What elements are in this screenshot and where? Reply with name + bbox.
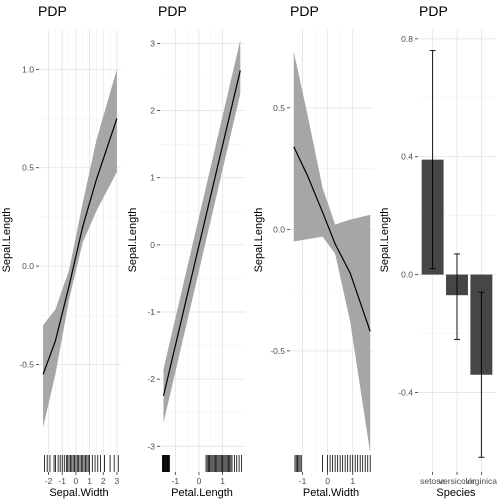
x-tick-label: 0 — [74, 476, 79, 486]
panel-3-title: PDP — [290, 3, 319, 19]
panel-1-title: PDP — [38, 3, 67, 19]
y-tick-label: 0.0 — [22, 261, 34, 271]
x-tick-label: 3 — [115, 476, 120, 486]
y-tick-label: -0.4 — [398, 387, 413, 397]
panel-4-y-axis-label: Sepal.Length — [379, 208, 391, 273]
panel-1-plot-area: -0.5 0.0 0.5 1.0 -2 -1 0 1 2 3 — [19, 30, 121, 486]
y-tick-label: 0.5 — [273, 103, 285, 113]
x-tick-label-virginica: virginica — [466, 476, 497, 486]
confidence-band — [43, 69, 117, 428]
panel-1-x-axis-label: Sepal.Width — [49, 487, 108, 499]
y-tick-label: 0.0 — [401, 270, 413, 280]
x-tick-label: 1 — [220, 476, 225, 486]
y-tick-label: -0.5 — [270, 346, 285, 356]
panel-3-y-axis-label: Sepal.Length — [253, 208, 265, 273]
panel-3-x-axis-label: Petal.Width — [303, 487, 359, 499]
pdp-line — [42, 118, 118, 375]
x-tick-label: 0 — [197, 476, 202, 486]
x-tick-label: -1 — [58, 476, 66, 486]
y-tick-label: 0.8 — [401, 34, 413, 44]
x-tick-label: -1 — [172, 476, 180, 486]
y-tick-label: -2 — [147, 374, 155, 384]
y-tick-label: 2 — [150, 106, 155, 116]
panel-1-y-axis-label: Sepal.Length — [1, 208, 13, 273]
panel-2-title: PDP — [158, 3, 187, 19]
y-tick-label: 1.0 — [22, 64, 34, 74]
x-tick-label: 2 — [101, 476, 106, 486]
x-tick-label: 1 — [350, 476, 355, 486]
y-tick-label: -0.5 — [19, 359, 34, 369]
panel-4-title: PDP — [419, 3, 448, 19]
pdp-line — [293, 146, 371, 332]
panel-2-x-axis-label: Petal.Length — [171, 487, 233, 499]
x-tick-label: -2 — [45, 476, 53, 486]
panel-4-x-axis-label: Species — [436, 487, 476, 499]
y-tick-label: 1 — [150, 173, 155, 183]
panel-3-plot-area: -0.5 0.0 0.5 -1 0 1 — [270, 30, 374, 486]
x-tick-label-versicolor: versicolor — [439, 476, 476, 486]
pdp-line — [162, 70, 241, 397]
y-tick-label: 0.5 — [22, 163, 34, 173]
confidence-band — [293, 51, 371, 454]
y-tick-label: 0.4 — [401, 152, 413, 162]
x-tick-label-setosa: setosa — [420, 476, 445, 486]
y-tick-label: -1 — [147, 307, 155, 317]
panel-2-y-axis-label: Sepal.Length — [127, 208, 139, 273]
x-tick-label: 1 — [87, 476, 92, 486]
x-tick-label: -1 — [299, 476, 307, 486]
y-tick-label: 3 — [150, 38, 155, 48]
y-tick-label: -3 — [147, 441, 155, 451]
y-tick-label: 0.0 — [273, 224, 285, 234]
y-tick-label: 0 — [150, 240, 155, 250]
x-tick-label: 0 — [325, 476, 330, 486]
panel-2-plot-area: -3 -2 -1 0 1 2 3 -1 0 1 — [147, 30, 245, 486]
